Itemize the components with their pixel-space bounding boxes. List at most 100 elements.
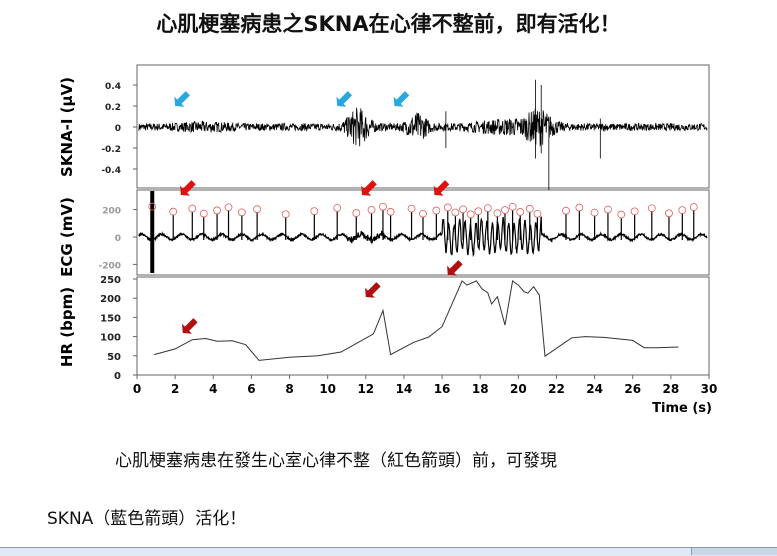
y-tick-label: 200 — [102, 207, 121, 217]
dark-red-arrow-icon — [182, 318, 198, 334]
x-tick-label: 8 — [285, 382, 293, 396]
caption-line-1: 心肌梗塞病患在發生心室心律不整（紅色箭頭）前，可發現 — [115, 451, 557, 471]
figure-title: 心肌梗塞病患之SKNA在心律不整前，即有活化！ — [156, 12, 621, 36]
blue-arrow-icon-shape — [174, 91, 190, 107]
ecg-peak-circle — [516, 208, 525, 216]
ecg-peak-circle — [575, 203, 584, 212]
ecg-peak-circle — [379, 202, 387, 211]
ecg-peak-circle — [474, 207, 483, 216]
ecg-peak-circle — [281, 210, 290, 219]
ecg-peak-circle — [459, 205, 467, 214]
caption-line-2: SKNA（藍色箭頭）活化！ — [47, 509, 247, 529]
x-tick-label: 6 — [247, 382, 255, 396]
hr-line — [154, 280, 679, 361]
ylabel-ecg: ECG (mV) — [58, 197, 76, 277]
y-tick-label: -0.4 — [101, 166, 121, 176]
xlabel-time: Time (s) — [652, 401, 712, 416]
blue-arrow-icon — [174, 91, 190, 107]
figure-chart: 0.4 0.2 0 -0.2 -0.4 200 0 -200 0 50 100 150 200 250 0 2… — [58, 64, 718, 416]
ylabel-skna: SKNA-I (μV) — [58, 77, 76, 177]
ecg-peak-circle — [647, 204, 656, 213]
ecg-peak-circle — [419, 209, 427, 218]
ecg-peak-circle — [508, 202, 517, 211]
blue-arrow-icon — [393, 91, 410, 107]
blue-arrow-icon-shape — [336, 91, 353, 107]
red-arrow-icon — [361, 180, 377, 196]
ecg-peak-circle — [466, 210, 475, 219]
ecg-peak-circle — [617, 210, 626, 219]
y-tick-label: 0 — [115, 124, 121, 134]
x-tick-label: 28 — [663, 382, 680, 396]
y-tick-label: 100 — [100, 333, 121, 344]
x-tick-label: 24 — [586, 382, 603, 396]
y-tick-label: 0.2 — [105, 103, 121, 113]
x-tick-label: 18 — [472, 382, 489, 396]
x-tick-label: 20 — [510, 382, 527, 396]
red-arrow-icon — [433, 180, 450, 196]
ecg-peak-circle — [604, 205, 612, 214]
x-tick-label: 0 — [133, 382, 141, 396]
blue-arrow-icon-shape — [393, 91, 410, 107]
dark-red-arrow-icon — [365, 282, 381, 298]
ecg-peak-circle — [386, 207, 395, 216]
red-arrow-icon-shape — [361, 180, 377, 196]
ecg-peak-circle — [665, 209, 673, 218]
y-tick-label: 250 — [100, 275, 121, 286]
ecg-peak-circle — [630, 207, 639, 216]
ecg-peak-circle — [689, 203, 698, 211]
y-tick-label: -0.2 — [101, 145, 121, 155]
ecg-peak-circle — [407, 204, 416, 213]
y-tick-label: 0.4 — [105, 82, 121, 92]
ecg-peak-circle — [253, 205, 262, 214]
ylabel-hr: HR (bpm) — [58, 287, 76, 367]
dark-red-arrow-icon-shape — [182, 318, 198, 334]
ecg-peak-circle — [678, 206, 687, 215]
x-tick-label: 4 — [209, 382, 217, 396]
ecg-peak-circle — [352, 209, 361, 217]
y-tick-label: 150 — [100, 313, 121, 324]
status-bar — [0, 547, 777, 556]
y-tick-label: 50 — [107, 352, 121, 363]
ecg-peak-circle — [199, 209, 208, 218]
y-tick-label: 0 — [114, 371, 121, 382]
ecg-peak-circle — [443, 203, 452, 212]
ecg-peak-circle — [525, 204, 534, 213]
dark-red-arrow-icon-shape — [365, 282, 381, 298]
x-tick-label: 26 — [624, 382, 641, 396]
ecg-peak-circle — [493, 209, 502, 218]
skna-trace — [138, 107, 708, 147]
ecg-peak-circle — [483, 204, 492, 213]
ecg-peak-circle — [562, 206, 570, 215]
x-tick-label: 22 — [548, 382, 565, 396]
y-tick-label: 200 — [100, 294, 121, 305]
ecg-peak-circle — [224, 203, 233, 212]
red-arrow-icon-shape — [180, 180, 196, 196]
ecg-peak-circle — [590, 208, 599, 217]
ecg-peak-circle — [310, 207, 319, 216]
panel-frame-1 — [136, 189, 710, 276]
dark-red-arrow-icon-shape — [447, 260, 463, 276]
ecg-peak-circle — [148, 202, 157, 211]
ecg-peak-circle — [188, 204, 197, 213]
ecg-peak-circle — [367, 205, 376, 214]
x-tick-label: 10 — [319, 382, 336, 396]
status-bar-control[interactable] — [691, 548, 777, 555]
red-arrow-icon — [180, 180, 196, 196]
panel-frame-2 — [136, 276, 710, 376]
ecg-peak-circle — [501, 206, 509, 214]
ecg-peak-circle — [451, 208, 460, 217]
x-tick-label: 16 — [434, 382, 451, 396]
ecg-peak-circle — [169, 207, 178, 216]
x-tick-label: 30 — [701, 382, 718, 396]
ecg-peak-circle — [213, 206, 221, 215]
ecg-peak-circle — [432, 206, 441, 215]
dark-red-arrow-icon — [447, 260, 463, 276]
ecg-peak-circle — [333, 204, 342, 212]
ecg-peak-circle — [237, 208, 246, 217]
blue-arrow-icon — [336, 91, 353, 107]
y-tick-label: -200 — [98, 261, 121, 271]
y-tick-label: 0 — [115, 234, 121, 244]
x-tick-label: 2 — [171, 382, 179, 396]
x-tick-label: 12 — [357, 382, 374, 396]
red-arrow-icon-shape — [433, 180, 450, 196]
